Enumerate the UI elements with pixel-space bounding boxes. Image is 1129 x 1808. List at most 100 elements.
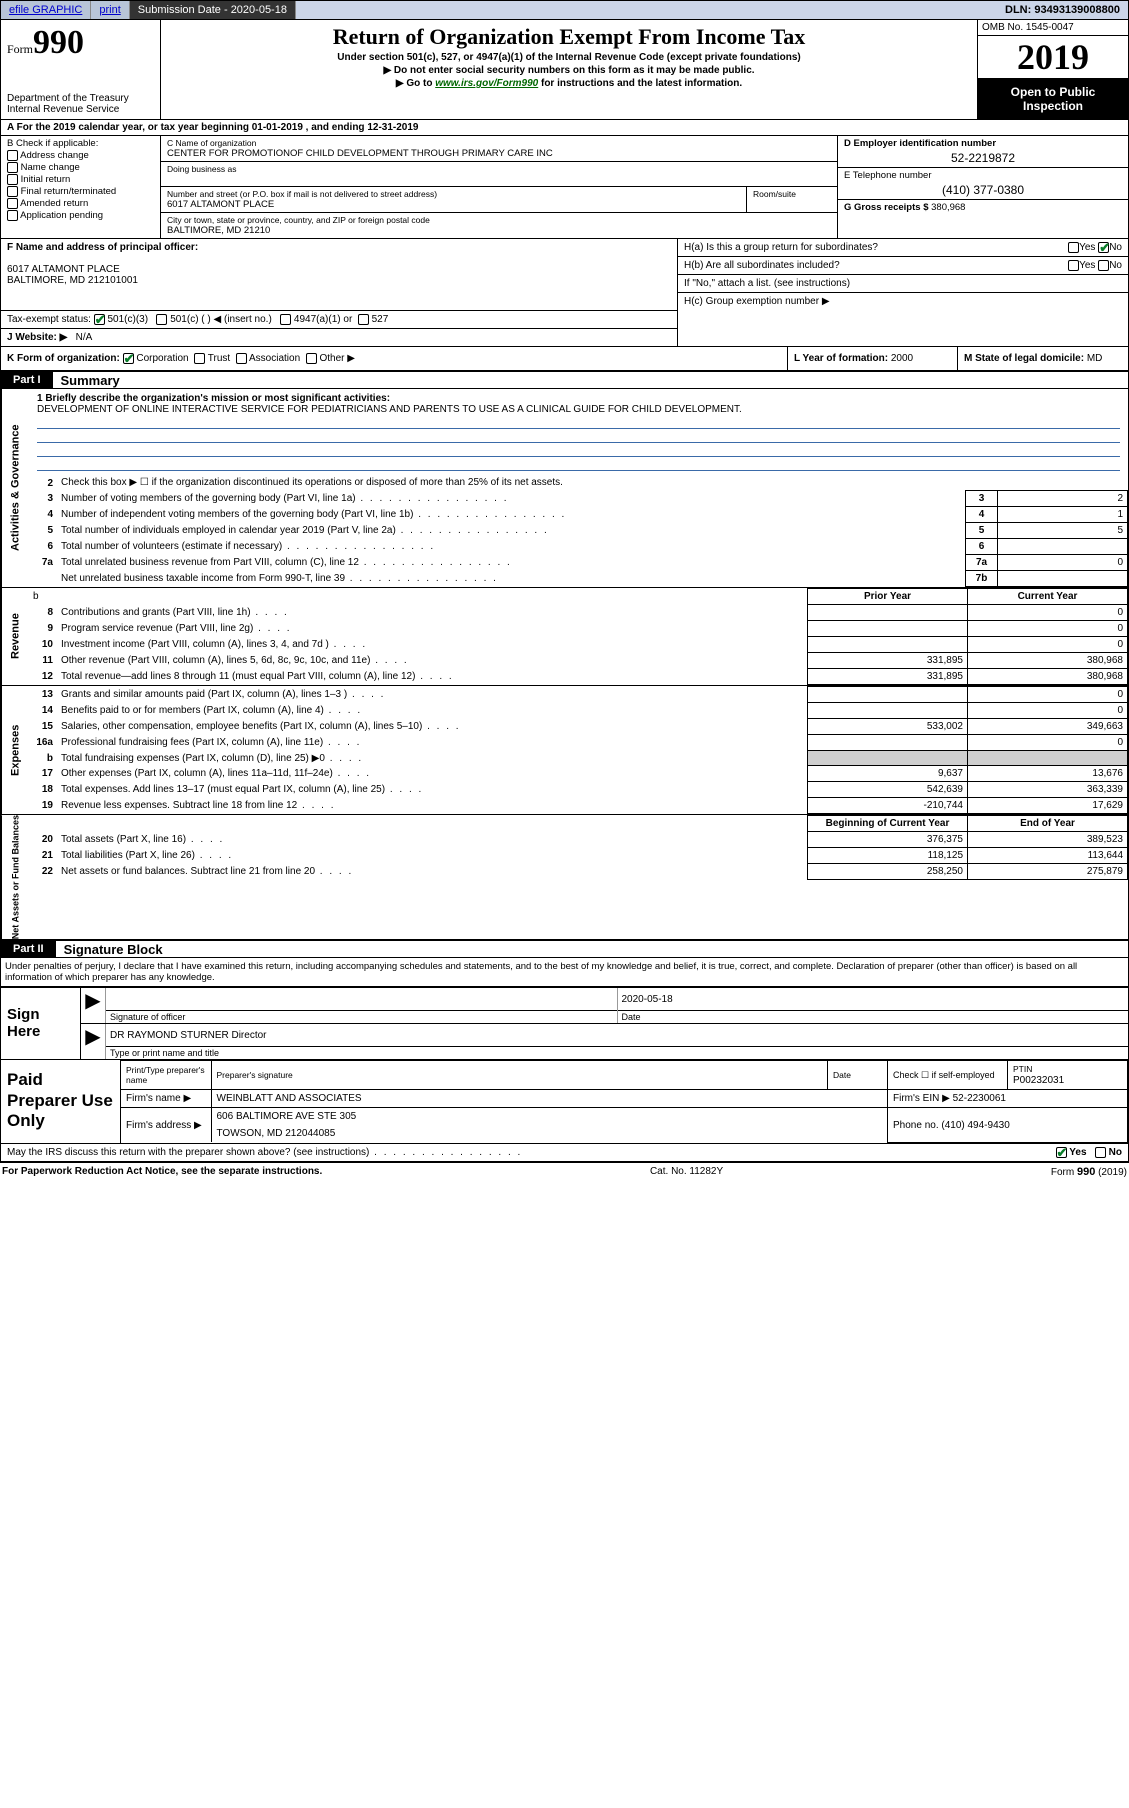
row-desc: Grants and similar amounts paid (Part IX… (57, 687, 808, 703)
row-desc: Total unrelated business revenue from Pa… (57, 555, 966, 571)
checkbox-icon[interactable] (7, 162, 18, 173)
chk-amended[interactable]: Amended return (7, 198, 154, 209)
dots (251, 607, 289, 618)
ptin: P00232031 (1013, 1075, 1064, 1086)
row-box: 7b (966, 571, 998, 587)
row-desc: Program service revenue (Part VIII, line… (57, 621, 808, 637)
checkbox-icon[interactable] (7, 210, 18, 221)
row-num: 10 (29, 637, 57, 653)
chk-527[interactable] (358, 314, 369, 325)
chk-address[interactable]: Address change (7, 150, 154, 161)
form-label: Form (7, 42, 33, 56)
chk-ha-no[interactable] (1098, 242, 1109, 253)
part1-header: Part I Summary (0, 372, 1129, 389)
table-row: 11Other revenue (Part VIII, column (A), … (29, 653, 1128, 669)
form-title: Return of Organization Exempt From Incom… (169, 24, 969, 50)
dots (396, 525, 549, 536)
row-num: 6 (29, 539, 57, 555)
dots (369, 1147, 522, 1158)
chk-4947[interactable] (280, 314, 291, 325)
firm-ein-cell: Firm's EIN ▶ 52-2230061 (888, 1090, 1128, 1108)
paid-preparer-block: Paid Preparer Use Only Print/Type prepar… (0, 1060, 1129, 1144)
row-desc: Total fundraising expenses (Part IX, col… (57, 751, 808, 766)
c-addr-label: Number and street (or P.O. box if mail i… (167, 189, 740, 199)
table-row: bTotal fundraising expenses (Part IX, co… (29, 751, 1128, 766)
dots (413, 509, 566, 520)
row-num: 8 (29, 605, 57, 621)
chk-501c[interactable] (156, 314, 167, 325)
table-row: 21Total liabilities (Part X, line 26)118… (29, 848, 1128, 864)
prep-self-cell[interactable]: Check ☐ if self-employed (888, 1061, 1008, 1090)
table-row: 19Revenue less expenses. Subtract line 1… (29, 798, 1128, 814)
chk-hb-no[interactable] (1098, 260, 1109, 271)
dots (253, 623, 291, 634)
te-opt-1: 501(c) ( ) ◀ (insert no.) (170, 314, 272, 325)
print-text[interactable]: print (99, 4, 120, 16)
arrow-icon: ▶ (81, 1024, 105, 1059)
efile-link[interactable]: efile GRAPHIC (1, 1, 91, 19)
c-dba-label: Doing business as (167, 164, 831, 174)
checkbox-icon[interactable] (7, 198, 18, 209)
row-num: 13 (29, 687, 57, 703)
vtab-activities: Activities & Governance (1, 389, 29, 587)
chk-initial[interactable]: Initial return (7, 174, 154, 185)
chk-discuss-no[interactable] (1095, 1147, 1106, 1158)
omb-number: OMB No. 1545-0047 (978, 20, 1128, 36)
row-current: 0 (968, 703, 1128, 719)
chk-pending[interactable]: Application pending (7, 210, 154, 221)
q1-block: 1 Briefly describe the organization's mi… (29, 389, 1128, 475)
form990-link[interactable]: www.irs.gov/Form990 (435, 78, 538, 89)
prep-sig-cell: Preparer's signature (211, 1061, 828, 1090)
chk-other[interactable] (306, 353, 317, 364)
firm-name-lbl: Firm's name ▶ (121, 1090, 211, 1108)
sig-officer-field[interactable]: Signature of officer (105, 988, 617, 1023)
q2-row: 2 Check this box ▶ ☐ if the organization… (29, 475, 1128, 491)
tax-year: 2019 (978, 36, 1128, 79)
table-row: 20Total assets (Part X, line 16)376,3753… (29, 832, 1128, 848)
chk-trust[interactable] (194, 353, 205, 364)
row-num: 16a (29, 735, 57, 751)
chk-final[interactable]: Final return/terminated (7, 186, 154, 197)
q2-num: 2 (29, 475, 57, 491)
efile-text[interactable]: efile GRAPHIC (9, 4, 82, 16)
table-row: Net unrelated business taxable income fr… (29, 571, 1128, 587)
chk-name[interactable]: Name change (7, 162, 154, 173)
b-opt-1: Name change (21, 162, 80, 173)
row-current: 349,663 (968, 719, 1128, 735)
row-num: 4 (29, 507, 57, 523)
irs-discuss-row: May the IRS discuss this return with the… (0, 1144, 1129, 1162)
dots (422, 721, 460, 732)
row-desc: Number of independent voting members of … (57, 507, 966, 523)
footer-mid: Cat. No. 11282Y (650, 1166, 723, 1178)
row-desc: Salaries, other compensation, employee b… (57, 719, 808, 735)
mid-left: F Name and address of principal officer:… (1, 239, 678, 346)
row-num: 3 (29, 491, 57, 507)
section-d: D Employer identification number 52-2219… (838, 136, 1128, 238)
website-val: N/A (76, 332, 93, 343)
chk-ha-yes[interactable] (1068, 242, 1079, 253)
checkbox-icon[interactable] (7, 186, 18, 197)
c-addr-box: Number and street (or P.O. box if mail i… (161, 187, 747, 212)
checkbox-icon[interactable] (7, 174, 18, 185)
firm-addr1: 606 BALTIMORE AVE STE 305 (211, 1108, 888, 1126)
chk-corp[interactable] (123, 353, 134, 364)
row-current: 380,968 (968, 653, 1128, 669)
dots (415, 671, 453, 682)
chk-discuss-yes[interactable] (1056, 1147, 1067, 1158)
k-cell: K Form of organization: Corporation Trus… (1, 347, 788, 370)
checkbox-icon[interactable] (7, 150, 18, 161)
chk-501c3[interactable] (94, 314, 105, 325)
row-prior: 118,125 (808, 848, 968, 864)
row-prior (808, 703, 968, 719)
irs-discuss-q: May the IRS discuss this return with the… (7, 1147, 369, 1158)
gross: 380,968 (931, 202, 965, 213)
prep-name-lbl: Print/Type preparer's name (126, 1065, 206, 1085)
chk-assoc[interactable] (236, 353, 247, 364)
row-box: 6 (966, 539, 998, 555)
row-desc: Number of voting members of the governin… (57, 491, 966, 507)
spacer (57, 589, 808, 605)
k-opt-1: Trust (208, 353, 230, 364)
yes-label: Yes (1079, 242, 1095, 253)
print-link[interactable]: print (91, 1, 129, 19)
chk-hb-yes[interactable] (1068, 260, 1079, 271)
